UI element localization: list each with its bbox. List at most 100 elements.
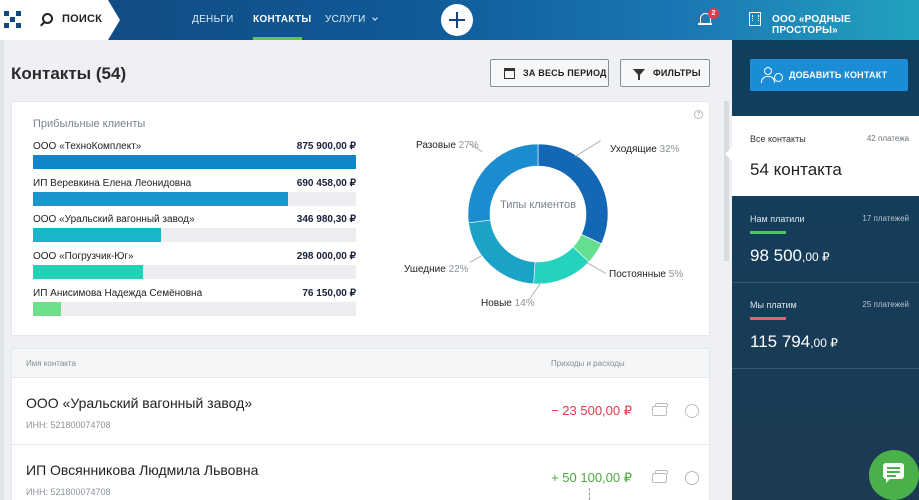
table-row[interactable]: ООО «Уральский вагонный завод» ИНН: 5218… [12, 378, 709, 445]
nav-tab-money[interactable]: ДЕНЬГИ [192, 14, 234, 25]
stat-value-main: 98 500 [750, 246, 802, 265]
calendar-icon [504, 68, 515, 79]
column-header-flow[interactable]: Приходы и расходы [551, 359, 625, 368]
segment-percent: 22% [448, 264, 469, 275]
client-bar [33, 302, 62, 316]
create-new-button[interactable] [441, 4, 473, 36]
client-amount: 298 000,00 ₽ [296, 251, 356, 262]
panel-divider [732, 282, 919, 283]
panel-divider [732, 368, 919, 369]
chat-icon [883, 463, 904, 483]
client-amount: 690 458,00 ₽ [296, 178, 356, 189]
donut-segment[interactable] [467, 143, 539, 224]
donut-label-one-time: Разовые 27% [416, 140, 479, 151]
period-button[interactable]: ЗА ВЕСЬ ПЕРИОД [490, 59, 609, 87]
contact-name: ИП Овсянникова Людмила Львовна [26, 462, 259, 478]
profitable-client-row[interactable]: ООО «Уральский вагонный завод» 346 980,3… [33, 214, 356, 244]
stat-value: 115 794,00 ₽ [750, 332, 838, 352]
client-bar [33, 192, 288, 206]
top-navigation-bar: ПОИСК ДЕНЬГИ КОНТАКТЫ УСЛУГИ 2 ООО «РОДН… [0, 0, 919, 40]
select-radio[interactable] [685, 404, 699, 418]
nav-tab-services-label: УСЛУГИ [325, 14, 366, 25]
donut-segment[interactable] [537, 143, 609, 245]
client-bar [33, 265, 143, 279]
stat-accent-bar [750, 231, 786, 234]
table-row[interactable]: ИП Овсянникова Людмила Львовна ИНН: 5218… [12, 445, 709, 500]
stat-paid-to-us[interactable]: Нам платили 17 платежей 98 500,00 ₽ [732, 196, 919, 282]
search-icon[interactable] [42, 13, 53, 24]
filters-button[interactable]: ФИЛЬТРЫ [620, 59, 710, 87]
segment-name: Новые [481, 298, 512, 309]
profitable-client-row[interactable]: ООО «ТехноКомплект» 875 900,00 ₽ [33, 141, 356, 171]
period-button-label: ЗА ВЕСЬ ПЕРИОД [523, 68, 607, 78]
client-bar [33, 228, 161, 242]
notification-badge: 2 [708, 8, 719, 19]
client-types-donut-chart [467, 143, 609, 285]
segment-name: Постоянные [609, 269, 666, 280]
profitable-client-row[interactable]: ИП Анисимова Надежда Семёновна 76 150,00… [33, 288, 356, 318]
contact-inn: ИНН: 521800074708 [26, 487, 111, 497]
donut-label-new: Новые 14% [481, 298, 535, 309]
stat-value-cents: ,00 ₽ [802, 250, 830, 264]
payments-icon[interactable] [652, 470, 668, 483]
help-icon[interactable]: ? [694, 110, 703, 119]
building-icon [749, 12, 761, 26]
analytics-card: Прибыльные клиенты ? ООО «ТехноКомплект»… [11, 101, 710, 336]
stat-value-main: 115 794 [750, 332, 811, 351]
segment-percent: 5% [668, 269, 684, 280]
donut-label-gone: Ушедние 22% [404, 264, 469, 275]
segment-name: Ушедние [404, 264, 446, 275]
column-header-name[interactable]: Имя контакта [26, 359, 76, 368]
client-bar-track [33, 192, 356, 206]
stat-accent-bar [750, 317, 786, 320]
client-amount: 346 980,30 ₽ [296, 214, 356, 225]
client-bar-track [33, 228, 356, 242]
segment-percent: 27% [458, 140, 479, 151]
contact-name: ООО «Уральский вагонный завод» [26, 395, 253, 411]
profitable-client-row[interactable]: ИП Веревкина Елена Леонидовна 690 458,00… [33, 178, 356, 208]
client-name: ООО «Погрузчик-Юг» [33, 251, 134, 262]
search-area[interactable]: ПОИСК [0, 0, 120, 40]
filters-button-label: ФИЛЬТРЫ [653, 68, 701, 78]
client-amount: 76 150,00 ₽ [302, 288, 356, 299]
contact-inn: ИНН: 521800074708 [26, 420, 111, 430]
contact-amount: − 23 500,00 ₽ [551, 403, 632, 418]
donut-label-regular: Постоянные 5% [609, 269, 683, 280]
nav-tab-services[interactable]: УСЛУГИ [325, 14, 378, 25]
segment-percent: 32% [659, 144, 680, 155]
stat-count: 17 платежей [862, 214, 909, 223]
payments-icon[interactable] [652, 403, 668, 416]
left-edge [0, 40, 4, 500]
profitable-client-row[interactable]: ООО «Погрузчик-Юг» 298 000,00 ₽ [33, 251, 356, 281]
nav-tab-contacts[interactable]: КОНТАКТЫ [253, 14, 312, 25]
add-contact-button[interactable]: ДОБАВИТЬ КОНТАКТ [750, 59, 908, 91]
chat-button[interactable] [869, 450, 919, 500]
stat-count: 25 платежей [862, 300, 909, 309]
donut-label-leaving: Уходящие 32% [610, 144, 680, 155]
client-bar-track [33, 265, 356, 279]
page-title: Контакты (54) [11, 64, 127, 83]
add-contact-label: ДОБАВИТЬ КОНТАКТ [789, 70, 888, 80]
contacts-table: Имя контакта Приходы и расходы ООО «Урал… [11, 348, 710, 500]
client-name: ИП Анисимова Надежда Семёновна [33, 288, 203, 299]
stat-we-pay[interactable]: Мы платим 25 платежей 115 794,00 ₽ [732, 282, 919, 368]
donut-segment[interactable] [468, 219, 536, 285]
stat-value: 98 500,00 ₽ [750, 246, 830, 266]
stat-value-cents: ,00 ₽ [810, 336, 838, 350]
stat-label: Мы платим [750, 300, 797, 310]
active-tab-indicator [253, 37, 302, 40]
chevron-down-icon [371, 15, 378, 21]
stat-all-contacts[interactable]: Все контакты 42 платежа 54 контакта [725, 116, 919, 196]
stat-label: Все контакты [750, 134, 806, 144]
client-bar-track [33, 302, 356, 316]
select-radio[interactable] [685, 471, 699, 485]
search-label[interactable]: ПОИСК [62, 13, 103, 25]
segment-percent: 14% [514, 298, 535, 309]
add-user-icon [761, 67, 775, 83]
funnel-icon [633, 69, 645, 80]
segment-name: Разовые [416, 140, 456, 151]
scrollbar[interactable] [724, 101, 729, 261]
plus-icon [774, 73, 783, 82]
organization-name[interactable]: ООО «РОДНЫЕ ПРОСТОРЫ» [772, 14, 851, 36]
logo-icon [4, 11, 21, 28]
